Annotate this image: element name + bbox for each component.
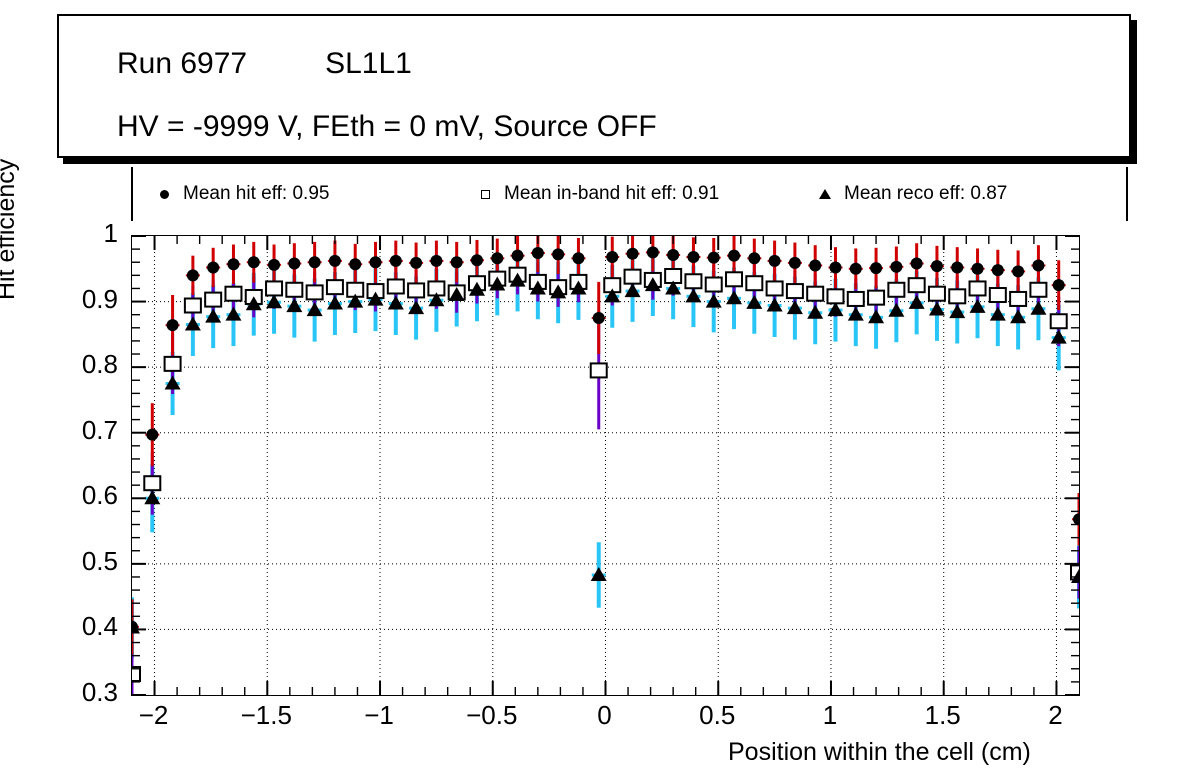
legend-label-hit-eff: Mean hit eff: 0.95 (183, 183, 330, 204)
x-tick-label: 1.5 (924, 700, 961, 730)
plot-area (132, 236, 1079, 695)
title-line-1: Run 6977 SL1L1 (117, 47, 412, 81)
x-tick-label: 0.5 (699, 700, 736, 730)
x-axis-label: Position within the cell (cm) (728, 738, 1031, 766)
legend-entry-inband-hit-eff: Mean in-band hit eff: 0.91 (468, 167, 719, 221)
x-tick-label: −1.5 (240, 700, 292, 730)
legend-entry-reco-eff: Mean reco eff: 0.87 (808, 167, 1007, 221)
legend-label-inband-hit-eff: Mean in-band hit eff: 0.91 (504, 183, 720, 204)
y-tick-label: 0.4 (81, 611, 118, 642)
title-box: Run 6977 SL1L1 HV = -9999 V, FEth = 0 mV,… (57, 14, 1131, 158)
filled-circle-icon (147, 189, 181, 199)
legend-entry-hit-eff: Mean hit eff: 0.95 (147, 167, 329, 221)
y-tick-label: 0.7 (81, 414, 118, 445)
run-label: Run 6977 (117, 47, 248, 80)
y-tick-label: 0.8 (81, 349, 118, 380)
chamber-label: SL1L1 (325, 47, 412, 80)
y-tick-label: 1 (103, 218, 118, 248)
x-tick-label: −2 (138, 700, 169, 730)
open-square-icon (468, 189, 502, 199)
y-tick-label: 0.3 (81, 677, 118, 707)
x-tick-label: 1 (822, 700, 838, 730)
x-tick-label: −1 (364, 700, 394, 730)
y-tick-label: 0.6 (81, 480, 118, 511)
title-line-2: HV = -9999 V, FEth = 0 mV, Source OFF (117, 110, 657, 143)
legend-label-reco-eff: Mean reco eff: 0.87 (844, 183, 1008, 204)
filled-triangle-icon (808, 189, 842, 199)
y-tick-label: 0.9 (81, 283, 118, 314)
x-tick-label: 0 (597, 700, 612, 730)
y-tick-label: 0.5 (81, 545, 118, 576)
legend: Mean hit eff: 0.95 Mean in-band hit eff:… (131, 167, 1128, 221)
x-tick-label: −0.5 (466, 700, 518, 730)
x-tick-label: 2 (1048, 700, 1063, 730)
plot-frame (131, 235, 1080, 696)
